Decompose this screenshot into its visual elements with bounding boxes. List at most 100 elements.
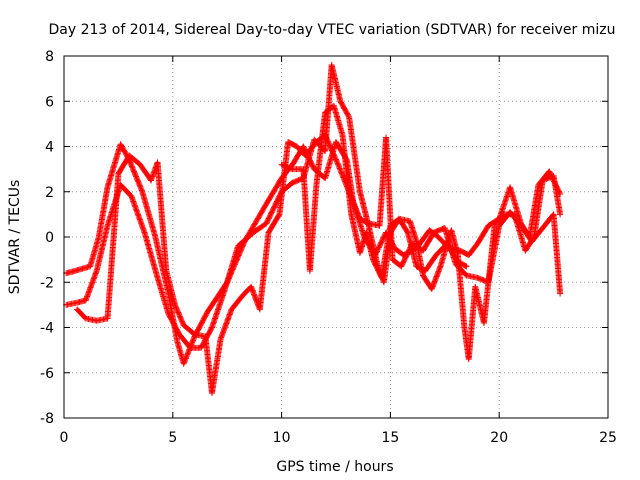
data-point-marker (179, 319, 186, 326)
data-point-marker (184, 350, 191, 357)
data-point-marker (377, 242, 384, 249)
data-point-marker (133, 173, 140, 180)
plot-frame (63, 55, 609, 419)
data-point-marker (288, 165, 295, 172)
x-tick-label: 0 (60, 430, 69, 446)
y-tick-label: 2 (45, 185, 54, 201)
data-point-marker (463, 263, 470, 270)
data-point-marker (354, 209, 361, 216)
data-point-marker (401, 255, 408, 262)
data-point-marker (338, 169, 345, 176)
data-point-marker (132, 172, 139, 179)
data-point-marker (129, 165, 136, 172)
data-point-marker (172, 303, 179, 310)
data-point-marker (399, 260, 406, 267)
data-point-marker (133, 174, 140, 181)
data-point-marker (377, 240, 384, 247)
data-point-marker (180, 360, 187, 367)
data-point-marker (375, 244, 382, 251)
data-point-marker (323, 136, 330, 143)
data-point-marker (128, 163, 135, 170)
data-point-marker (355, 213, 362, 220)
data-point-marker (137, 184, 144, 191)
data-point-marker (130, 167, 137, 174)
data-point-marker (325, 139, 332, 146)
data-point-marker (400, 259, 407, 266)
data-point-marker (324, 137, 331, 144)
x-tick-label: 15 (381, 430, 399, 446)
data-point-marker (190, 336, 197, 343)
y-tick-label: 4 (45, 140, 54, 156)
data-point-marker (398, 263, 405, 270)
data-point-marker (134, 177, 141, 184)
data-point-marker (335, 162, 342, 169)
data-point-marker (376, 243, 383, 250)
data-point-marker (138, 186, 145, 193)
data-point-marker (334, 160, 341, 167)
data-point-marker (332, 155, 339, 162)
y-tick-label: 0 (45, 230, 54, 246)
data-point-marker (182, 355, 189, 362)
data-point-marker (328, 146, 335, 153)
data-point-marker (127, 159, 134, 166)
y-tick-label: 6 (45, 94, 54, 110)
data-point-marker (353, 208, 360, 215)
data-point-marker (331, 152, 338, 159)
data-point-marker (309, 162, 316, 169)
data-point-marker (134, 176, 141, 183)
data-point-marker (378, 239, 385, 246)
data-point-marker (300, 144, 307, 151)
data-point-marker (401, 257, 408, 264)
data-point-marker (336, 165, 343, 172)
data-point-marker (352, 205, 359, 212)
data-point-marker (462, 262, 469, 269)
data-point-marker (178, 317, 185, 324)
data-point-marker (127, 160, 134, 167)
data-point-marker (400, 258, 407, 265)
x-tick-label: 25 (599, 430, 617, 446)
data-point-marker (326, 141, 333, 148)
data-point-marker (322, 133, 329, 140)
data-point-marker (333, 157, 340, 164)
data-point-marker (339, 173, 346, 180)
data-point-marker (137, 183, 144, 190)
data-point-marker (176, 313, 183, 320)
data-point-marker (179, 318, 186, 325)
data-point-marker (238, 244, 245, 251)
data-point-marker (327, 143, 334, 150)
data-point-marker (131, 169, 138, 176)
data-point-marker (323, 134, 330, 141)
y-tick-label: -4 (40, 321, 54, 337)
data-point-marker (353, 206, 360, 213)
data-point-marker (404, 250, 411, 257)
x-axis-label: GPS time / hours (276, 459, 393, 475)
data-point-marker (375, 245, 382, 252)
data-point-marker (181, 358, 188, 365)
data-marks (63, 62, 564, 397)
data-point-marker (329, 148, 336, 155)
data-point-marker (184, 351, 191, 358)
data-point-marker (189, 338, 196, 345)
data-point-marker (183, 354, 190, 361)
data-point-marker (136, 181, 143, 188)
y-tick-label: 8 (45, 49, 54, 65)
data-point-marker (380, 234, 387, 241)
data-point-marker (185, 349, 192, 356)
data-point-marker (557, 290, 564, 297)
data-point-marker (557, 211, 564, 218)
data-point-marker (327, 144, 334, 151)
y-tick-label: -6 (40, 366, 54, 382)
data-point-marker (173, 305, 180, 312)
data-point-marker (546, 168, 553, 175)
data-point-marker (190, 337, 197, 344)
data-point-marker (332, 156, 339, 163)
data-point-marker (136, 182, 143, 189)
data-point-marker (330, 151, 337, 158)
data-point-marker (177, 315, 184, 322)
data-point-marker (238, 246, 245, 253)
data-point-marker (402, 254, 409, 261)
data-point-marker (326, 142, 333, 149)
data-point-marker (379, 237, 386, 244)
data-point-marker (174, 306, 181, 313)
